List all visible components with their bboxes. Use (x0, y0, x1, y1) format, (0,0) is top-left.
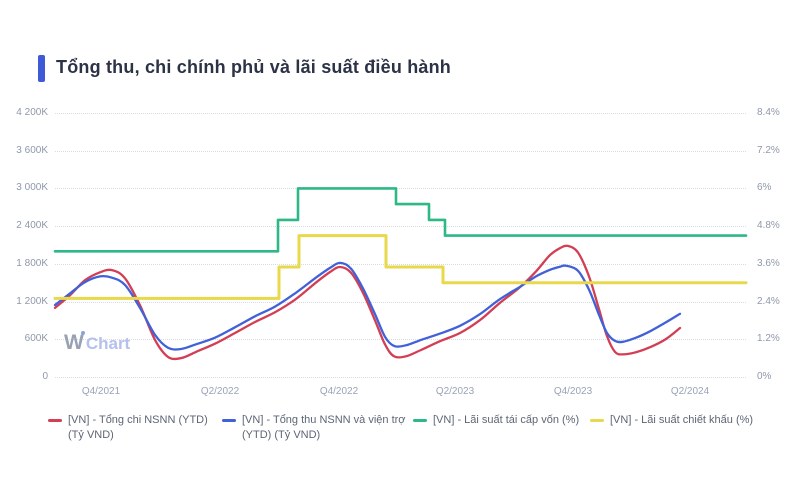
right-axis-tick: 7.2% (757, 145, 780, 156)
series-line-lai-suat-chiet-khau (53, 234, 748, 300)
gridline (55, 188, 746, 189)
left-axis-tick: 2 400K (16, 220, 48, 231)
gridline (55, 339, 746, 340)
right-axis-tick: 4.8% (757, 220, 780, 231)
legend-dash-icon (222, 419, 236, 422)
left-axis-tick: 3 000K (16, 182, 48, 193)
legend-dash-icon (413, 419, 427, 422)
right-axis-tick: 2.4% (757, 296, 780, 307)
x-axis-tick: Q4/2022 (319, 386, 359, 397)
left-axis-tick: 3 600K (16, 145, 48, 156)
left-axis-tick: 600K (24, 333, 48, 344)
x-axis-tick: Q2/2022 (200, 386, 240, 397)
gridline (55, 264, 746, 265)
left-axis-tick: 0 (42, 371, 48, 382)
right-axis-tick: 3.6% (757, 258, 780, 269)
watermark-w-logo: W (64, 331, 84, 354)
legend-dash-icon (48, 419, 62, 422)
series-line-tong-thu-nsnn (53, 261, 682, 351)
legend-item-tong-thu-nsnn[interactable]: [VN] - Tổng thu NSNN và viện trợ (YTD) (T… (222, 413, 427, 443)
legend-label: [VN] - Tổng chi NSNN (YTD) (Tỷ VND) (68, 414, 208, 441)
legend-label: [VN] - Lãi suất tái cấp vốn (%) (433, 414, 580, 426)
gridline (55, 151, 746, 152)
legend-item-tong-chi-nsnn[interactable]: [VN] - Tổng chi NSNN (YTD) (Tỷ VND) (48, 413, 228, 443)
left-axis-tick: 1 200K (16, 296, 48, 307)
watermark-chart-text: Chart (85, 334, 131, 353)
x-axis-tick: Q4/2023 (553, 386, 593, 397)
gridline (55, 302, 746, 303)
legend-label: [VN] - Lãi suất chiết khấu (%) (610, 414, 754, 426)
right-axis-tick: 6% (757, 182, 772, 193)
gridline (55, 377, 746, 378)
right-axis-tick: 1.2% (757, 333, 780, 344)
legend-label: [VN] - Tổng thu NSNN và viện trợ (YTD) (T… (242, 414, 406, 441)
x-axis-tick: Q4/2021 (81, 386, 121, 397)
right-axis-tick: 8.4% (757, 107, 780, 118)
watermark-dot-icon (80, 331, 85, 335)
page-title: Tổng thu, chi chính phủ và lãi suất điều… (56, 57, 452, 77)
legend-dash-icon (590, 419, 604, 422)
x-axis-tick: Q2/2024 (670, 386, 710, 397)
gridline (55, 113, 746, 114)
x-axis-tick: Q2/2023 (435, 386, 475, 397)
right-axis-tick: 0% (757, 371, 772, 382)
legend-item-lai-suat-tai-cap-von[interactable]: [VN] - Lãi suất tái cấp vốn (%) (413, 413, 579, 428)
legend-item-lai-suat-chiet-khau[interactable]: [VN] - Lãi suất chiết khấu (%) (590, 413, 753, 428)
gridline (55, 226, 746, 227)
title-accent-bar (38, 55, 45, 82)
wichart-watermark: W Chart (64, 331, 130, 355)
series-line-lai-suat-tai-cap-von (53, 187, 748, 253)
left-axis-tick: 4 200K (16, 107, 48, 118)
legend: [VN] - Tổng chi NSNN (YTD) (Tỷ VND) [VN] … (0, 413, 800, 473)
left-axis-tick: 1 800K (16, 258, 48, 269)
